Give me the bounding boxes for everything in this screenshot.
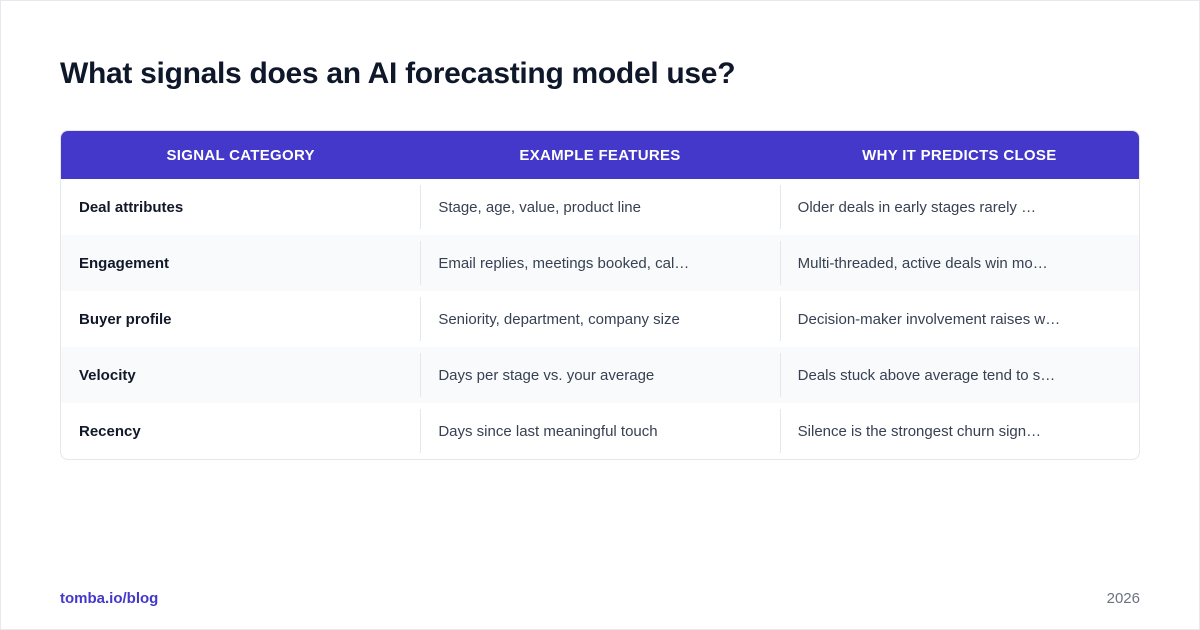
table-row: Velocity Days per stage vs. your average… (61, 347, 1139, 403)
table-row: Deal attributes Stage, age, value, produ… (61, 179, 1139, 235)
example-features-cell: Seniority, department, company size (420, 291, 779, 347)
signal-category-cell: Velocity (79, 366, 136, 384)
page-title: What signals does an AI forecasting mode… (60, 57, 736, 90)
table-row: Engagement Email replies, meetings booke… (61, 235, 1139, 291)
why-predicts-cell: Deals stuck above average tend to s… (779, 347, 1139, 403)
header-signal-category: SIGNAL CATEGORY (166, 146, 315, 164)
signals-table: SIGNAL CATEGORY EXAMPLE FEATURES WHY IT … (60, 130, 1140, 460)
table-row: Buyer profile Seniority, department, com… (61, 291, 1139, 347)
why-predicts-cell: Multi-threaded, active deals win mo… (779, 235, 1139, 291)
table-header: SIGNAL CATEGORY EXAMPLE FEATURES WHY IT … (61, 131, 1139, 179)
why-predicts-cell: Silence is the strongest churn sign… (779, 403, 1139, 459)
signal-category-cell: Buyer profile (79, 310, 172, 328)
why-predicts-cell: Decision-maker involvement raises w… (779, 291, 1139, 347)
source-link[interactable]: tomba.io/blog (60, 590, 159, 607)
example-features-cell: Email replies, meetings booked, cal… (420, 235, 779, 291)
example-features-cell: Days per stage vs. your average (420, 347, 779, 403)
signal-category-cell: Recency (79, 422, 141, 440)
header-why-it-predicts-close: WHY IT PREDICTS CLOSE (862, 146, 1057, 164)
signal-category-cell: Deal attributes (79, 198, 184, 216)
header-example-features: EXAMPLE FEATURES (519, 146, 681, 164)
signal-category-cell: Engagement (79, 254, 170, 272)
year-label: 2026 (1106, 590, 1140, 607)
example-features-cell: Stage, age, value, product line (420, 179, 779, 235)
example-features-cell: Days since last meaningful touch (420, 403, 779, 459)
why-predicts-cell: Older deals in early stages rarely … (779, 179, 1139, 235)
table-row: Recency Days since last meaningful touch… (61, 403, 1139, 459)
